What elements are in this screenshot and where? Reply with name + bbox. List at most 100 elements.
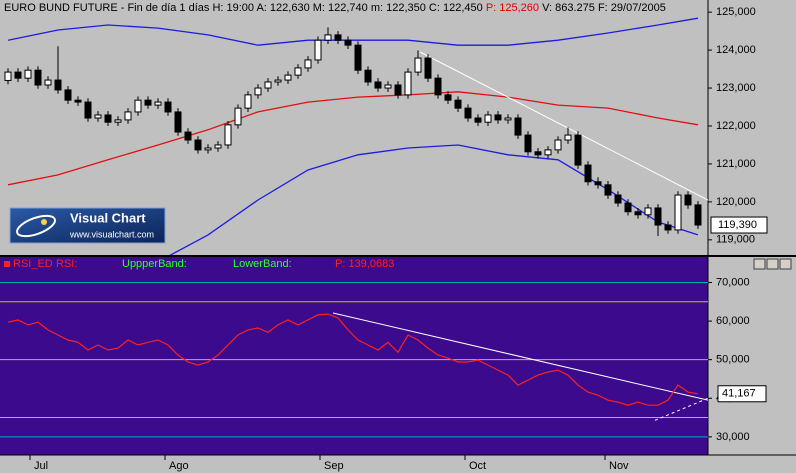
rsi-marker (4, 261, 10, 267)
rsi-label: RSI: (56, 258, 77, 270)
candle-body (294, 67, 302, 76)
candle-body (224, 124, 232, 146)
logo-url: www.visualchart.com (69, 229, 154, 239)
trend-line (332, 312, 708, 401)
candle-body (324, 34, 332, 41)
candle-body (534, 151, 542, 156)
candle-body (354, 44, 362, 71)
y-tick-label: 120,000 (716, 196, 756, 208)
candle-body (234, 107, 242, 126)
logo-dot (41, 219, 47, 225)
rsi-panel (0, 257, 708, 455)
last-value-box (717, 385, 767, 403)
y-tick-label: 123,000 (716, 82, 756, 94)
candle-body (434, 77, 442, 96)
rsi-plot (0, 281, 708, 438)
candle-body (524, 134, 532, 153)
candle-body (174, 111, 182, 133)
header-main: EURO BUND FUTURE - Fin de día 1 días H: … (4, 2, 483, 14)
y-tick-label: 121,000 (716, 158, 756, 170)
y-tick-label: 60,000 (716, 315, 750, 327)
candle-body (74, 99, 82, 103)
candle-body (144, 99, 152, 106)
candle-body (254, 87, 262, 96)
candle-body (464, 107, 472, 119)
candle-body (594, 181, 602, 186)
header-p: P: 125,260 (486, 2, 539, 14)
candle-body (654, 207, 662, 226)
rsi-axis-area (708, 257, 796, 455)
candle-body (334, 34, 342, 41)
candle-body (414, 57, 422, 73)
x-tick-label: Ago (169, 460, 189, 472)
candle-body (604, 184, 612, 196)
y-tick-label: 124,000 (716, 44, 756, 56)
candle-body (644, 207, 652, 216)
lower-band-label: LowerBand: (233, 258, 292, 270)
axes: 119,000 120,000 121,000 122,000 123,000 124,0… (29, 6, 768, 472)
candle-body (194, 139, 202, 151)
x-tick-label: Jul (34, 460, 48, 472)
rsi-p-label: P: 139,0683 (335, 258, 394, 270)
upper-band-label: UppperBand: (122, 258, 187, 270)
candle-body (34, 69, 42, 86)
candle-body (94, 114, 102, 119)
candle-body (304, 59, 312, 69)
trend-line (419, 51, 708, 201)
x-tick-label: Nov (609, 460, 629, 472)
candle-body (214, 144, 222, 149)
candle-body (14, 71, 22, 79)
candle-body (204, 147, 212, 151)
y-tick-label: 70,000 (716, 276, 750, 288)
candle-body (384, 84, 392, 89)
candle-body (624, 202, 632, 213)
candle-body (664, 224, 672, 231)
close-button[interactable] (779, 258, 792, 270)
candle-body (244, 94, 252, 109)
candle-body (24, 69, 32, 79)
candle-body (104, 114, 112, 123)
candle-body (494, 114, 502, 121)
candle-body (134, 99, 142, 113)
logo-title: Visual Chart (70, 210, 146, 225)
maximize-button[interactable] (766, 258, 779, 270)
minimize-button[interactable] (753, 258, 766, 270)
candle-body (114, 119, 122, 123)
band-line (7, 91, 699, 186)
candle-body (474, 117, 482, 123)
candle-body (264, 81, 272, 89)
candle-body (44, 79, 52, 86)
candle-body (544, 149, 552, 156)
last-price-box (710, 216, 768, 234)
candle-body (314, 39, 322, 61)
candle-body (444, 94, 452, 101)
candle-body (284, 74, 292, 81)
last-price-label: 119,390 (718, 219, 757, 231)
candle-body (454, 99, 462, 109)
rsi-name: RSI_ED (13, 258, 53, 270)
candle-body (374, 81, 382, 89)
candle-body (154, 101, 162, 106)
candle-body (274, 79, 282, 83)
panel-buttons (753, 258, 792, 270)
candle-body (684, 194, 692, 206)
candle-body (674, 194, 682, 231)
candle-body (554, 139, 562, 151)
candle-body (4, 71, 12, 81)
candle-body (54, 79, 62, 91)
candle-body (574, 134, 582, 166)
rsi-line (7, 313, 699, 406)
logo: Visual Chart www.visualchart.com (9, 207, 166, 244)
candle-body (514, 117, 522, 136)
candle-body (634, 211, 642, 216)
y-tick-label: 50,000 (716, 354, 750, 366)
candle-body (404, 71, 412, 96)
x-tick-label: Oct (469, 460, 486, 472)
candle-body (364, 69, 372, 83)
candle-body (484, 114, 492, 123)
price-header: EURO BUND FUTURE - Fin de día 1 días H: … (4, 2, 666, 14)
y-tick-label: 125,000 (716, 6, 756, 18)
candle-body (344, 39, 352, 46)
candle-body (614, 194, 622, 204)
